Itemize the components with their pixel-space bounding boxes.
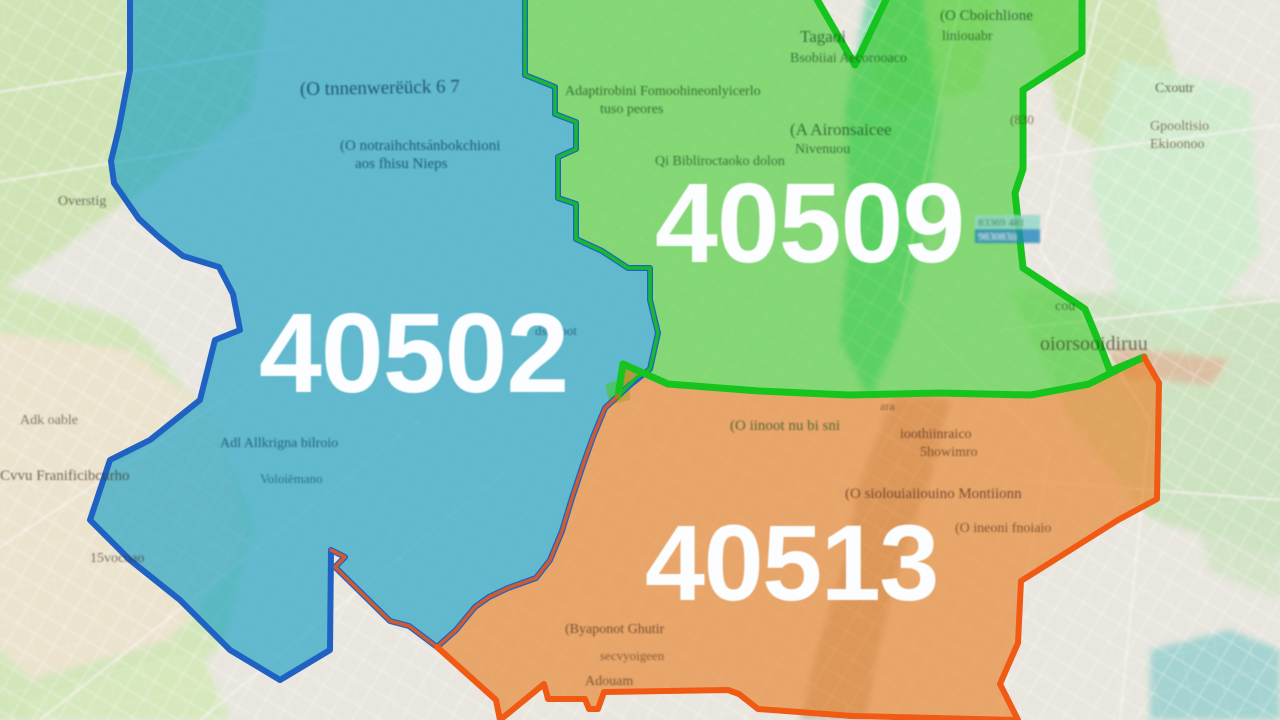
svg-text:40509: 40509 bbox=[655, 160, 964, 286]
svg-text:Adaptirobini Fomoohineonlyice: Adaptirobini Fomoohineonlyicerlo bbox=[565, 84, 761, 99]
svg-text:(O Cboichlione: (O Cboichlione bbox=[940, 8, 1033, 24]
svg-text:ioothiinraico: ioothiinraico bbox=[900, 427, 972, 442]
svg-text:15vocoao: 15vocoao bbox=[90, 551, 144, 566]
svg-text:Cxoutr: Cxoutr bbox=[1155, 81, 1194, 96]
svg-text:(Byaponot Ghutir: (Byaponot Ghutir bbox=[565, 622, 664, 637]
svg-text:Cvvu Franificibcurho: Cvvu Franificibcurho bbox=[0, 468, 130, 484]
svg-text:Nivenuou: Nivenuou bbox=[795, 142, 850, 157]
svg-text:Bsobiiai Aecorooaco: Bsobiiai Aecorooaco bbox=[790, 51, 907, 66]
svg-text:liniouabr: liniouabr bbox=[942, 29, 993, 44]
svg-text:(O iinoot nu bi sni: (O iinoot nu bi sni bbox=[730, 418, 840, 434]
svg-text:Gpooltisio: Gpooltisio bbox=[1150, 119, 1209, 134]
svg-text:aos fhisu Nieps: aos fhisu Nieps bbox=[355, 156, 448, 172]
svg-text:Ekioonoo: Ekioonoo bbox=[1150, 137, 1204, 152]
svg-text:oiorsooidiruu: oiorsooidiruu bbox=[1040, 333, 1148, 355]
svg-text:(830: (830 bbox=[1010, 112, 1034, 127]
svg-text:83369 481: 83369 481 bbox=[978, 217, 1025, 229]
svg-text:Adl Allkrigna bilroio: Adl Allkrigna bilroio bbox=[220, 436, 338, 451]
svg-text:40513: 40513 bbox=[645, 502, 938, 623]
svg-text:Voloiëmano: Voloiëmano bbox=[260, 471, 323, 486]
svg-text:(A Aironsaicee: (A Aironsaicee bbox=[790, 120, 892, 139]
svg-text:40502: 40502 bbox=[259, 290, 568, 416]
svg-text:Adouam: Adouam bbox=[585, 674, 633, 689]
svg-text:(O ineoni fnoiaio: (O ineoni fnoiaio bbox=[955, 521, 1051, 536]
svg-text:5howimro: 5howimro bbox=[920, 445, 978, 460]
svg-text:tuso peores: tuso peores bbox=[600, 102, 663, 117]
svg-text:secvyoigeen: secvyoigeen bbox=[600, 648, 665, 663]
svg-text:983083ii: 983083ii bbox=[978, 231, 1017, 243]
svg-text:(O tnnenwerëück 6 7: (O tnnenwerëück 6 7 bbox=[300, 76, 460, 100]
svg-text:(O siolouiaiiouino Montiionn: (O siolouiaiiouino Montiionn bbox=[845, 486, 1022, 502]
svg-text:Tagaoi: Tagaoi bbox=[800, 27, 846, 46]
svg-text:ara: ara bbox=[880, 399, 895, 413]
svg-text:Overstig: Overstig bbox=[58, 194, 106, 209]
svg-text:(O notraihchtsánbokchioni: (O notraihchtsánbokchioni bbox=[340, 138, 500, 154]
svg-text:Adk oable: Adk oable bbox=[20, 413, 78, 428]
svg-text:cou: cou bbox=[1055, 299, 1075, 314]
